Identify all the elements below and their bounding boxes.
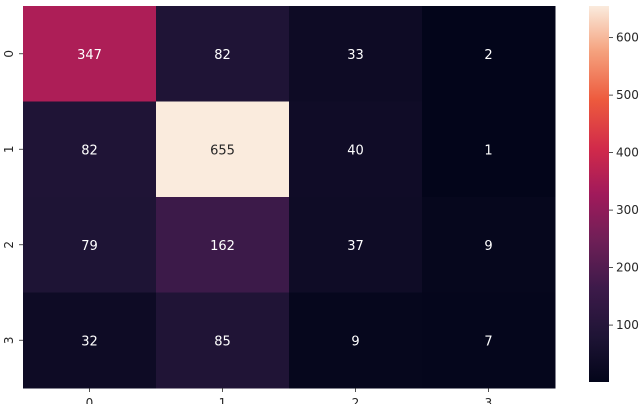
heatmap-cell-labels: 347 82 33 2 82 655 40 1 79 162 37 9 32 85 9 7	[77, 48, 493, 350]
heatmap-cell-r3-c0	[23, 292, 157, 389]
heatmap-cell-r0-c3	[422, 6, 556, 102]
heatmap-cell-r1-c1	[156, 101, 290, 198]
cell-value-r2-c2: 37	[347, 239, 364, 254]
colorbar-tick-label-1: 200	[616, 261, 639, 275]
cell-value-r1-c1: 655	[210, 143, 235, 158]
colorbar: 100 200 300 400 500 600	[589, 6, 639, 382]
cell-value-r0-c2: 33	[347, 48, 364, 63]
cell-value-r2-c1: 162	[210, 239, 235, 254]
colorbar-gradient	[589, 6, 609, 382]
cell-value-r3-c1: 85	[214, 334, 231, 349]
x-tick-label-0: 0	[86, 396, 94, 404]
cell-value-r3-c2: 9	[351, 334, 359, 349]
x-axis-ticks: 0 1 2 3	[86, 388, 493, 404]
heatmap-cell-r1-c0	[23, 101, 157, 198]
heatmap-cell-r1-c3	[422, 101, 556, 198]
cell-value-r0-c3: 2	[484, 48, 492, 63]
x-tick-label-1: 1	[219, 396, 227, 404]
heatmap-cell-r3-c1	[156, 292, 290, 389]
colorbar-tick-label-4: 500	[616, 88, 639, 102]
colorbar-tick-label-0: 100	[616, 318, 639, 332]
colorbar-tick-label-3: 400	[616, 146, 639, 160]
heatmap-cell-r2-c3	[422, 197, 556, 293]
heatmap-cell-r2-c0	[23, 197, 157, 293]
heatmap-cell-r2-c1	[156, 197, 290, 293]
cell-value-r3-c0: 32	[81, 334, 98, 349]
x-tick-label-3: 3	[485, 396, 493, 404]
y-axis-ticks: 0 1 2 3	[2, 50, 23, 344]
heatmap-cell-r2-c2	[289, 197, 423, 293]
y-tick-label-1: 1	[2, 145, 16, 153]
cell-value-r0-c1: 82	[214, 48, 231, 63]
heatmap-cell-r3-c2	[289, 292, 423, 389]
y-tick-label-3: 3	[2, 336, 16, 344]
heatmap-cell-r0-c1	[156, 6, 290, 102]
cell-value-r2-c0: 79	[81, 239, 98, 254]
cell-value-r0-c0: 347	[77, 48, 102, 63]
cell-value-r3-c3: 7	[484, 334, 492, 349]
y-tick-label-2: 2	[2, 241, 16, 249]
x-tick-label-2: 2	[352, 396, 360, 404]
cell-value-r1-c0: 82	[81, 143, 98, 158]
colorbar-tick-label-2: 300	[616, 203, 639, 217]
cell-value-r1-c3: 1	[484, 143, 492, 158]
heatmap-cell-r0-c0	[23, 6, 157, 102]
cell-value-r1-c2: 40	[347, 143, 364, 158]
colorbar-tick-label-5: 600	[616, 31, 639, 45]
heatmap-cells	[23, 6, 556, 389]
heatmap-cell-r0-c2	[289, 6, 423, 102]
heatmap-cell-r3-c3	[422, 292, 556, 389]
heatmap-cell-r1-c2	[289, 101, 423, 198]
y-tick-label-0: 0	[2, 50, 16, 58]
cell-value-r2-c3: 9	[484, 239, 492, 254]
